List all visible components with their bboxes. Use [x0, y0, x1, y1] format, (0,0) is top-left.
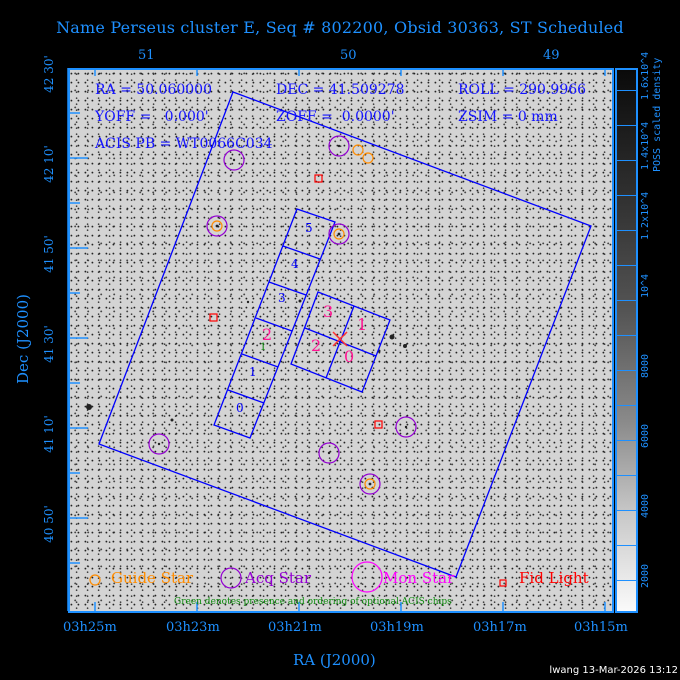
aimpoint-marker [332, 331, 348, 347]
acq-stars [148, 135, 417, 495]
colorbar-tick-14000: 1.4x10^4 [640, 121, 651, 170]
colorbar-label: POSS scaled density [652, 57, 663, 172]
info-zsim: ZSIM = 0 mm [458, 109, 558, 125]
legend-guide-star: Guide Star [111, 569, 194, 587]
acis-s-array [213, 208, 336, 439]
colorbar-tick-6000: 6000 [640, 423, 651, 448]
legend-acq-star: Acq Star [245, 569, 312, 587]
chip-i1-label: 1 [357, 315, 368, 334]
chip-s3-label: 3 [278, 291, 286, 305]
chip-s4-label: 4 [291, 257, 299, 271]
top-tick-51: 51 [138, 48, 155, 63]
info-acis-pb: ACIS PB = WT0066C034 [95, 136, 273, 152]
x-tick-03h19m: 03h19m [370, 620, 424, 635]
x-tick-03h17m: 03h17m [473, 620, 527, 635]
chart-title: Name Perseus cluster E, Seq # 802200, Ob… [56, 18, 624, 37]
y-tick-41-50: 41 50' [41, 235, 56, 273]
chip-s1-label: 1 [249, 365, 257, 379]
info-zoff: ZOFF = 0.0000' [276, 109, 395, 125]
chip-i2-label: 2 [311, 336, 322, 355]
fov-outline [98, 91, 592, 578]
y-tick-41-30: 41 30' [41, 325, 56, 363]
x-tick-03h21m: 03h21m [268, 620, 322, 635]
colorbar-tick-2000: 2000 [640, 563, 651, 588]
colorbar-tick-12000: 1.2x10^4 [640, 191, 651, 240]
acis-i-array [290, 291, 391, 393]
chip-s2-label: 2 [262, 325, 273, 344]
info-ra: RA = 50.060000 [95, 82, 212, 98]
y-tick-40-50: 40 50' [41, 505, 56, 543]
colorbar-tick-4000: 4000 [640, 493, 651, 518]
y-axis-label: Dec (J2000) [13, 294, 32, 384]
chip-i0-label: 0 [344, 347, 355, 366]
legend-fid-light: Fid Light [519, 569, 589, 587]
info-roll: ROLL = 290.9966 [458, 82, 587, 98]
guide-stars [211, 144, 376, 490]
top-tick-49: 49 [543, 48, 560, 63]
colorbar-tick-8000: 8000 [640, 353, 651, 378]
x-tick-03h25m: 03h25m [63, 620, 117, 635]
x-axis-label: RA (J2000) [293, 651, 376, 669]
y-tick-41-10: 41 10' [41, 415, 56, 453]
colorbar-tick-10000: 10^4 [640, 273, 651, 298]
optional-chip-order: 1 [260, 342, 267, 353]
y-tick-42-30: 42 30' [41, 55, 56, 93]
chip-s0-label: 0 [236, 401, 244, 415]
colorbar [615, 68, 638, 613]
x-tick-03h15m: 03h15m [574, 620, 628, 635]
chip-s5-label: 5 [305, 221, 313, 235]
info-dec: DEC = 41.509278 [276, 82, 405, 98]
top-tick-50: 50 [340, 48, 357, 63]
info-yoff: YOFF = 0.000' [95, 109, 209, 125]
x-tick-03h23m: 03h23m [166, 620, 220, 635]
timestamp-footer: lwang 13-Mar-2026 13:12 [549, 665, 678, 676]
fid-lights [209, 174, 383, 429]
legend-mon-star: Mon Star [383, 569, 455, 587]
legend-note: Green denotes presence and ordering of o… [174, 597, 452, 607]
y-tick-42-10: 42 10' [41, 145, 56, 183]
chip-i3-label: 3 [323, 302, 334, 321]
colorbar-tick-16000: 1.6x10^4 [640, 51, 651, 100]
